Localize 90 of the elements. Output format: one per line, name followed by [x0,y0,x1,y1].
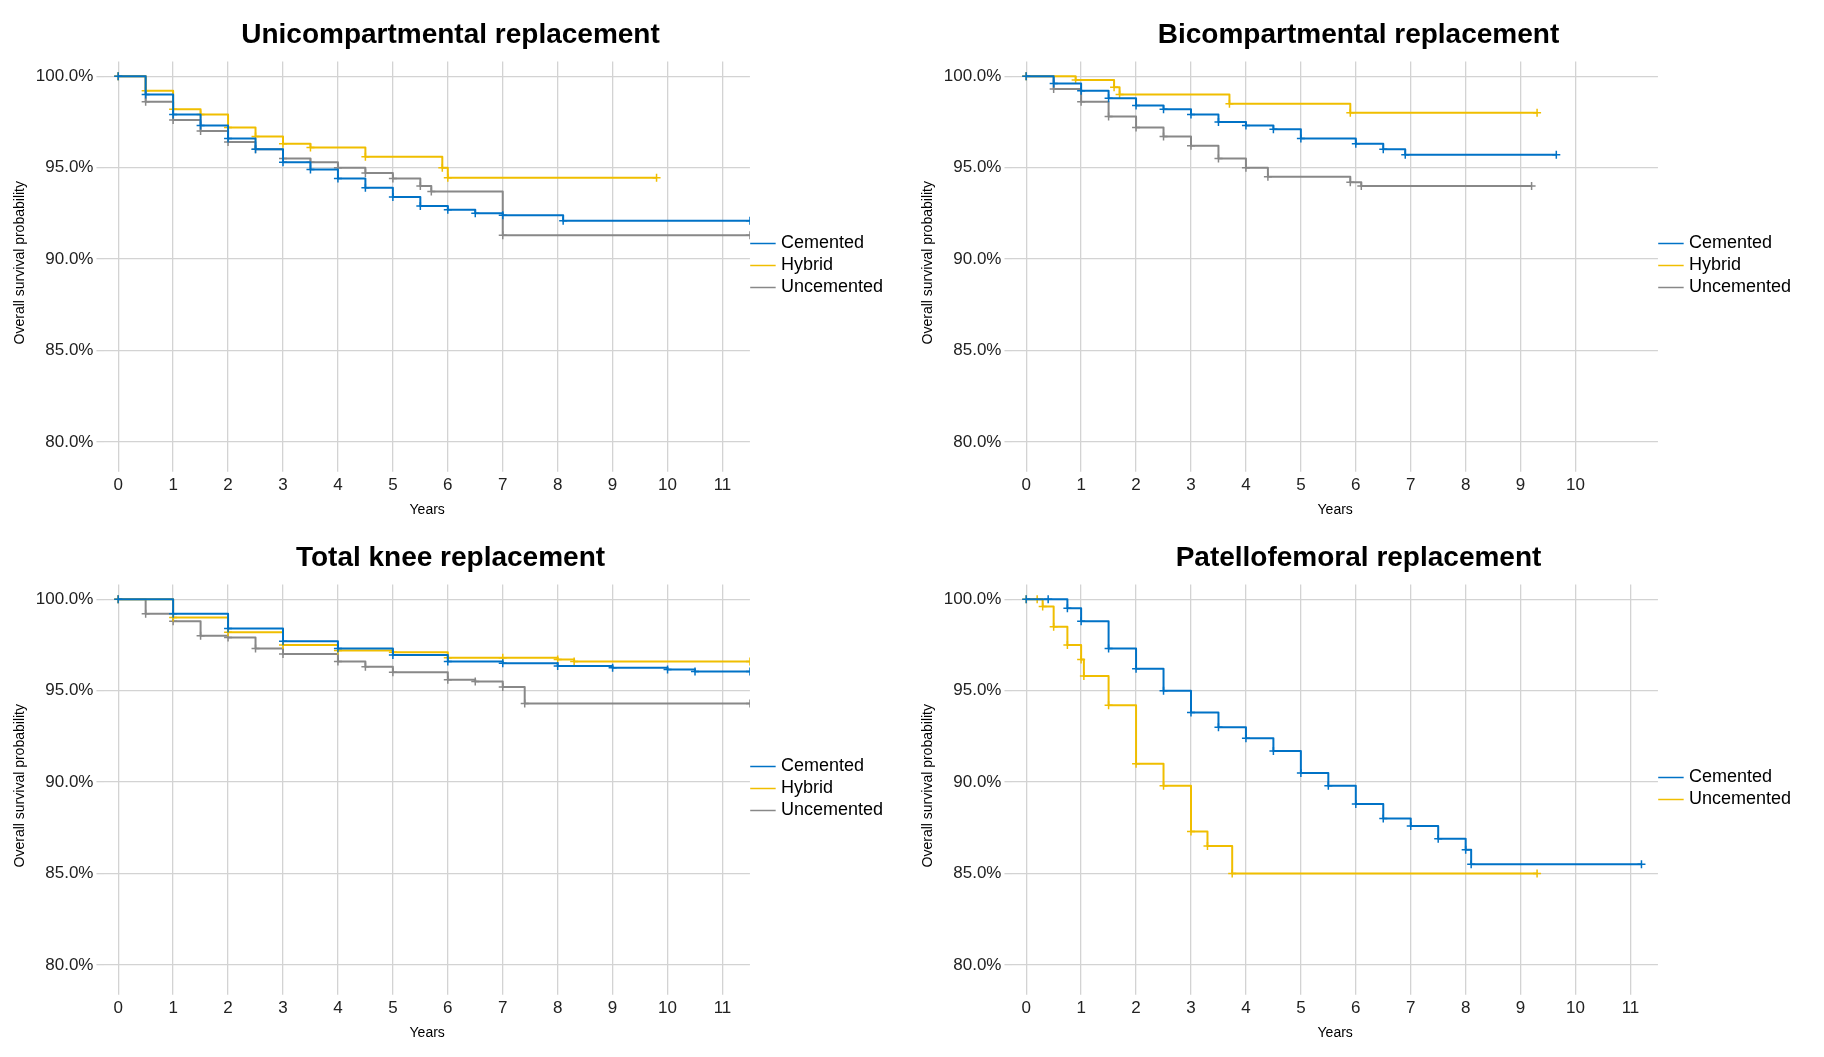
x-tick-label: 8 [1460,997,1471,1017]
x-axis-title: Years [1317,1024,1353,1041]
y-tick-label: 100.0% [943,65,1002,85]
x-tick-label: 6 [1351,474,1361,494]
x-tick-label: 2 [223,474,233,494]
x-tick-label: 9 [607,474,618,494]
x-tick-label: 7 [498,997,508,1017]
x-tick-label: 5 [1296,474,1306,494]
legend-label: Uncemented [1688,788,1791,809]
x-tick-label: 7 [498,474,508,494]
x-tick-label: 5 [388,997,398,1017]
y-tick-label: 100.0% [35,65,94,85]
y-tick-label: 80.0% [45,431,94,451]
legend-label: Cemented [1688,766,1772,787]
y-tick-label: 80.0% [45,954,94,974]
x-tick-label: 0 [113,997,123,1017]
x-tick-label: 1 [1076,997,1086,1017]
x-tick-label: 9 [607,997,618,1017]
x-tick-label: 10 [658,997,677,1017]
chart-title: Total knee replacement [295,540,606,572]
y-axis-title: Overall survival probability [11,704,28,868]
x-tick-label: 8 [1460,474,1471,494]
legend-label: Uncemented [1688,276,1791,297]
y-tick-label: 95.0% [953,680,1002,700]
y-tick-label: 90.0% [45,248,94,268]
legend-label: Uncemented [780,799,883,820]
x-tick-label: 6 [1351,997,1361,1017]
x-axis-title: Years [1317,501,1353,518]
x-tick-label: 6 [443,997,453,1017]
x-tick-label: 8 [552,997,563,1017]
x-tick-label: 0 [1021,997,1031,1017]
y-tick-label: 80.0% [953,954,1002,974]
x-tick-label: 5 [1296,997,1306,1017]
y-tick-label: 90.0% [45,771,94,791]
x-tick-label: 3 [1186,997,1196,1017]
x-axis-title: Years [409,501,445,518]
x-tick-label: 2 [1131,474,1141,494]
legend-label: Cemented [780,232,864,253]
x-tick-label: 8 [552,474,563,494]
x-tick-label: 11 [1621,997,1640,1017]
x-tick-label: 9 [1515,997,1526,1017]
x-tick-label: 1 [1076,474,1086,494]
legend-label: Hybrid [780,777,833,798]
x-tick-label: 4 [333,474,343,494]
chart-title: Patellofemoral replacement [1175,540,1542,572]
x-tick-label: 7 [1406,474,1416,494]
chart-title: Bicompartmental replacement [1157,17,1560,49]
x-axis-title: Years [409,1024,445,1041]
x-tick-label: 11 [713,997,732,1017]
x-tick-label: 7 [1406,997,1416,1017]
y-axis-title: Overall survival probability [11,181,28,345]
y-tick-label: 90.0% [953,248,1002,268]
x-tick-label: 3 [278,474,288,494]
x-tick-label: 11 [713,474,732,494]
y-tick-label: 85.0% [45,340,94,360]
chart-title: Unicompartmental replacement [241,17,660,49]
x-tick-label: 0 [113,474,123,494]
legend-label: Cemented [1688,232,1772,253]
x-tick-label: 3 [278,997,288,1017]
x-tick-label: 4 [333,997,343,1017]
x-tick-label: 10 [1566,997,1585,1017]
y-tick-label: 100.0% [35,588,94,608]
y-axis-title: Overall survival probability [919,704,936,868]
x-tick-label: 3 [1186,474,1196,494]
legend-label: Hybrid [780,254,833,275]
y-tick-label: 80.0% [953,431,1002,451]
x-tick-label: 1 [168,997,178,1017]
y-tick-label: 90.0% [953,771,1002,791]
x-tick-label: 4 [1241,474,1251,494]
x-tick-label: 10 [658,474,677,494]
x-tick-label: 2 [1131,997,1141,1017]
x-tick-label: 2 [223,997,233,1017]
x-tick-label: 9 [1515,474,1526,494]
y-tick-label: 85.0% [953,863,1002,883]
x-tick-label: 4 [1241,997,1251,1017]
y-tick-label: 85.0% [45,863,94,883]
x-tick-label: 1 [168,474,178,494]
x-tick-label: 6 [443,474,453,494]
x-tick-label: 10 [1566,474,1585,494]
y-axis-title: Overall survival probability [919,181,936,345]
y-tick-label: 95.0% [45,680,94,700]
y-tick-label: 95.0% [953,157,1002,177]
legend-label: Uncemented [780,276,883,297]
x-tick-label: 5 [388,474,398,494]
legend-label: Hybrid [1688,254,1741,275]
y-tick-label: 85.0% [953,340,1002,360]
legend-label: Cemented [780,755,864,776]
y-tick-label: 100.0% [943,588,1002,608]
y-tick-label: 95.0% [45,157,94,177]
x-tick-label: 0 [1021,474,1031,494]
